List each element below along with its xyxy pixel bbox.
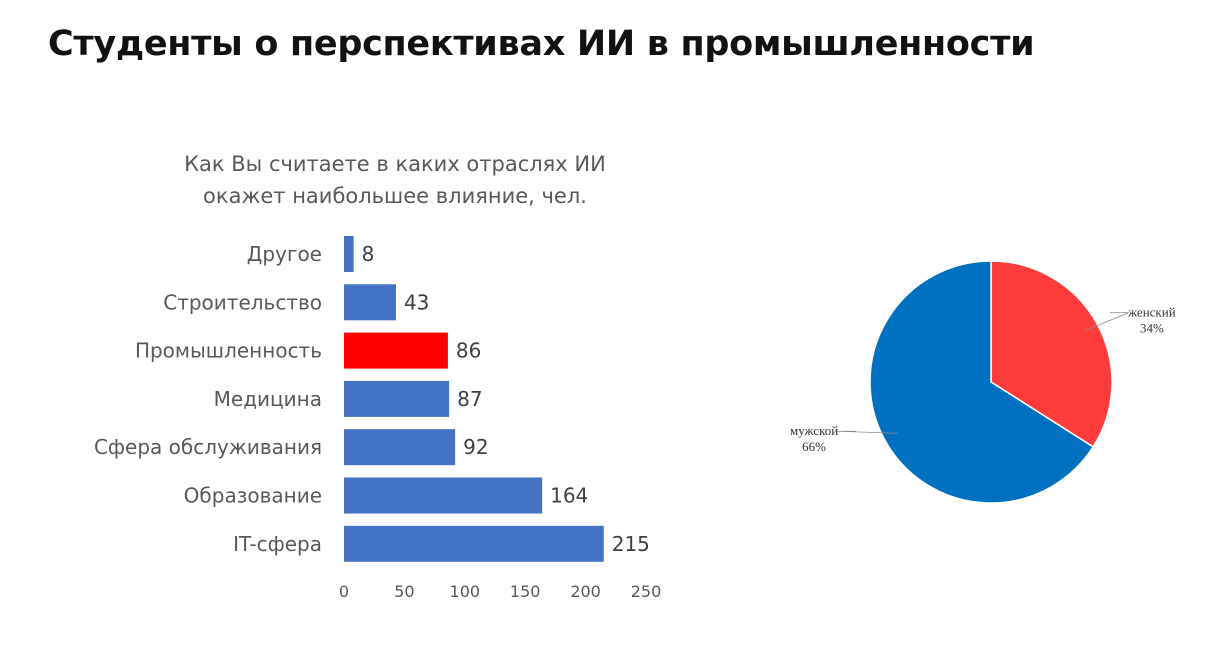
x-tick-label: 150 bbox=[510, 582, 541, 601]
category-label: Строительство bbox=[163, 290, 322, 314]
category-label: IT-сфера bbox=[233, 532, 322, 556]
category-label: Сфера обслуживания bbox=[94, 435, 322, 459]
bar-6 bbox=[344, 477, 543, 514]
pie-slice-label: женский bbox=[1127, 305, 1176, 320]
bar-chart: Другое 8 Строительство 43 Промышленность 86 Ме… bbox=[94, 236, 662, 601]
x-tick-label: 250 bbox=[631, 582, 662, 601]
bar-chart-title: Как Вы считаете в каких отраслях ИИ окаж… bbox=[130, 148, 660, 212]
pie-slice-percent: 66% bbox=[802, 439, 826, 454]
bar-4 bbox=[344, 380, 450, 417]
bar-1 bbox=[344, 236, 354, 272]
data-label: 164 bbox=[550, 484, 588, 508]
bar-5 bbox=[344, 429, 456, 466]
x-tick-label: 0 bbox=[339, 582, 349, 601]
category-label: Медицина bbox=[214, 387, 322, 411]
data-label: 8 bbox=[362, 242, 375, 266]
pie-slice-2 bbox=[869, 260, 1095, 504]
pie-leader-line bbox=[1084, 312, 1130, 332]
data-label: 43 bbox=[404, 290, 429, 314]
category-label: Другое bbox=[247, 242, 322, 266]
bar-chart-title-line-1: Как Вы считаете в каких отраслях ИИ bbox=[184, 152, 606, 176]
x-tick-label: 100 bbox=[450, 582, 481, 601]
x-tick-label: 200 bbox=[570, 582, 601, 601]
category-label: Образование bbox=[184, 484, 322, 508]
data-label: 92 bbox=[463, 435, 488, 459]
pie-slice-percent: 34% bbox=[1140, 321, 1164, 336]
pie-slice-label: мужской bbox=[790, 423, 838, 438]
data-label: 87 bbox=[457, 387, 482, 411]
pie-leader-line bbox=[837, 430, 898, 434]
x-tick-label: 50 bbox=[394, 582, 414, 601]
bar-2 bbox=[344, 284, 396, 321]
bar-chart-title-line-2: окажет наибольшее влияние, чел. bbox=[203, 184, 587, 208]
category-label: Промышленность bbox=[135, 339, 322, 363]
data-label: 215 bbox=[612, 532, 650, 556]
bar-7 bbox=[344, 525, 604, 562]
bar-3 bbox=[344, 332, 448, 369]
page-title: Студенты о перспективах ИИ в промышленно… bbox=[48, 24, 1035, 64]
data-label: 86 bbox=[456, 339, 481, 363]
